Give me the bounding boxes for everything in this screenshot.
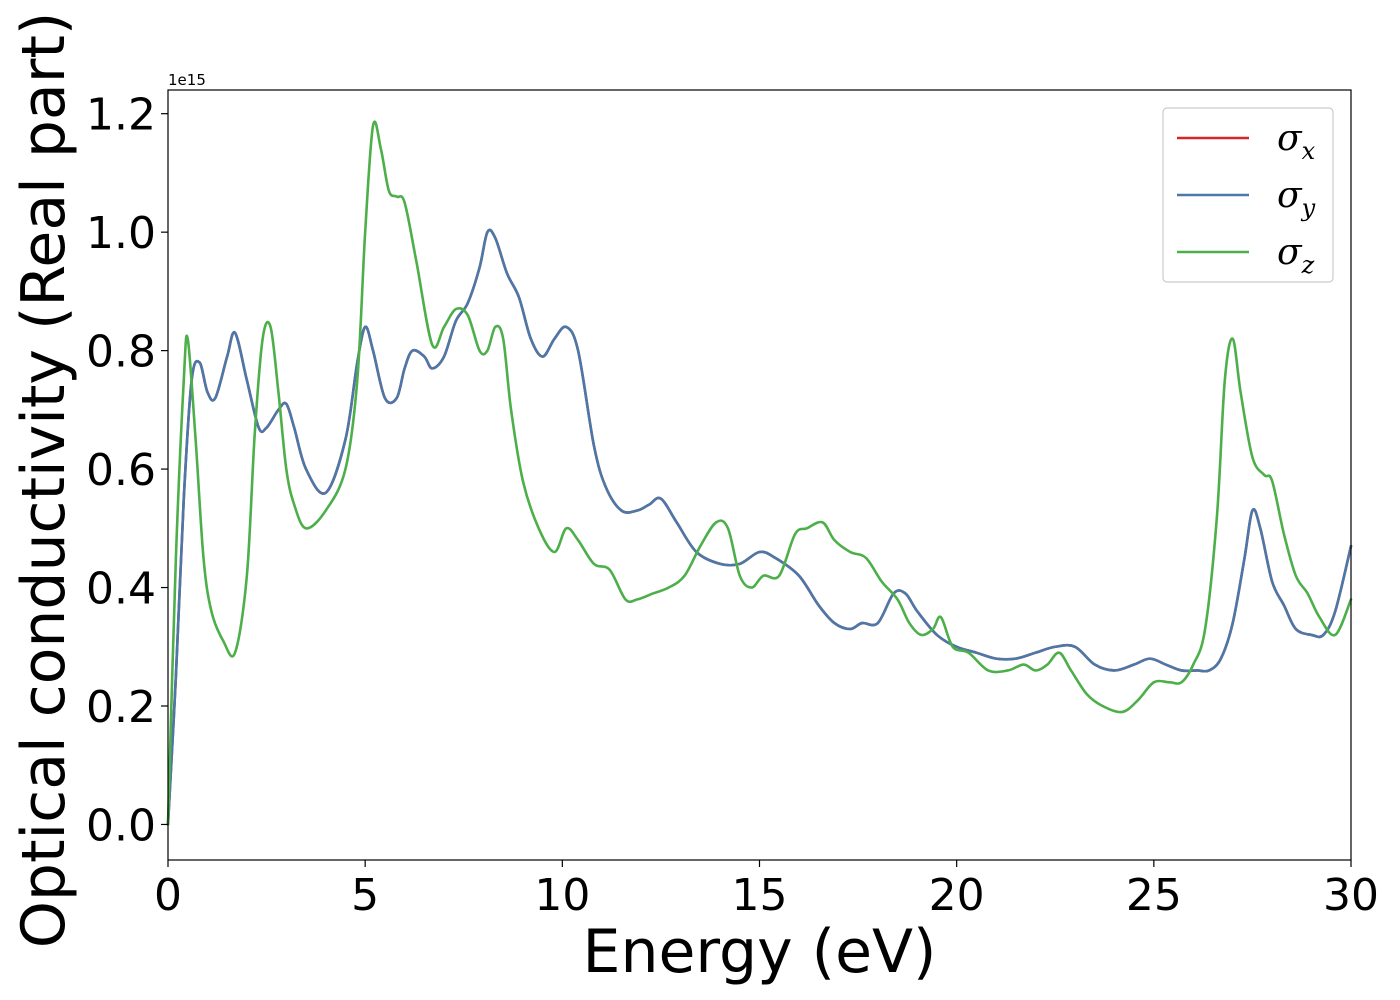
x-tick-label: 20 <box>929 870 985 921</box>
x-tick-label: 0 <box>154 870 182 921</box>
y-offset-label: 1e15 <box>168 71 206 89</box>
x-tick-label: 30 <box>1323 870 1379 921</box>
legend: σx σy σz <box>1162 107 1334 283</box>
x-tick-label: 25 <box>1126 870 1182 921</box>
y-tick-label: 1.2 <box>86 90 156 141</box>
y-axis-label: Optical conductivity (Real part) <box>9 12 79 949</box>
y-tick-label: 1.0 <box>86 208 156 259</box>
series-line-z <box>166 120 1353 826</box>
y-tick-label: 0.6 <box>86 445 156 496</box>
series-line-y <box>166 228 1353 826</box>
y-tick-label: 0.4 <box>86 564 156 615</box>
y-tick-label: 0.0 <box>86 800 156 851</box>
series-lines <box>166 120 1353 826</box>
legend-label-x: σx <box>1277 118 1316 165</box>
y-tick-label: 0.8 <box>86 327 156 378</box>
legend-label-y: σy <box>1277 175 1316 222</box>
legend-label-z: σz <box>1277 232 1315 279</box>
x-tick-label: 15 <box>732 870 788 921</box>
x-tick-label: 5 <box>351 870 379 921</box>
y-tick-label: 0.2 <box>86 682 156 733</box>
axis-ticks: 0 5 10 15 20 25 30 0.0 0.2 0.4 0.6 0.8 1.0 1.2 <box>86 90 1379 921</box>
x-axis-label: Energy (eV) <box>583 917 937 987</box>
x-tick-label: 10 <box>534 870 590 921</box>
